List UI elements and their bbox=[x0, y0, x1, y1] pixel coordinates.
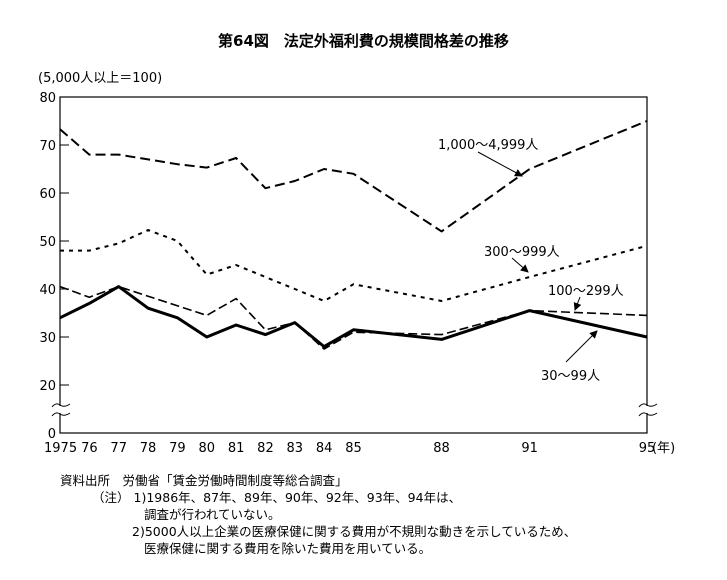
y-tick-label: 60 bbox=[39, 187, 56, 202]
x-tick-label: 76 bbox=[81, 441, 98, 456]
note-2: 2)5000人以上企業の医療保健に関する費用が不規則な動きを示しているため、 bbox=[132, 524, 577, 539]
annotation-arrow bbox=[565, 330, 598, 363]
series-label: 1,000～4,999人 bbox=[438, 138, 538, 153]
note-1: 1)1986年、87年、89年、90年、92年、93年、94年は、 bbox=[133, 490, 462, 505]
x-tick-label: 82 bbox=[257, 441, 274, 456]
y-tick-label: 70 bbox=[39, 139, 56, 154]
axis-break-mark bbox=[638, 403, 658, 408]
note-label: （注） bbox=[92, 490, 130, 505]
source-note: 資料出所 労働省「賃金労働時間制度等総合調査」 bbox=[60, 473, 348, 488]
x-tick-label: 80 bbox=[198, 441, 215, 456]
note-1-cont: 調査が行われていない。 bbox=[144, 507, 281, 522]
x-tick-label: 88 bbox=[433, 441, 450, 456]
series-label: 300～999人 bbox=[484, 245, 560, 260]
x-tick-label: 1975 bbox=[44, 441, 77, 456]
x-tick-label: 77 bbox=[110, 441, 127, 456]
note-2-cont: 医療保健に関する費用を除いた費用を用いている。 bbox=[144, 541, 432, 556]
axis-break-gap bbox=[645, 406, 649, 413]
series-label: 30～99人 bbox=[541, 369, 600, 384]
annotation-arrow bbox=[477, 151, 523, 177]
x-tick-label: 83 bbox=[287, 441, 304, 456]
x-tick-label: 84 bbox=[316, 441, 333, 456]
y-tick-label: 50 bbox=[39, 235, 56, 250]
series-line-2 bbox=[59, 285, 648, 350]
axis-break-gap bbox=[58, 406, 62, 413]
annotation-arrow bbox=[511, 257, 529, 273]
axis-break-mark bbox=[51, 412, 71, 417]
y-tick-label: 20 bbox=[39, 379, 56, 394]
y-tick-label: 80 bbox=[39, 91, 56, 106]
y-tick-label: 30 bbox=[39, 331, 56, 346]
x-tick-label: 81 bbox=[228, 441, 245, 456]
annotation-arrow bbox=[573, 296, 582, 311]
y-axis-label: (5,000人以上＝100) bbox=[38, 71, 162, 86]
x-tick-label: 78 bbox=[140, 441, 157, 456]
x-axis-label: (年) bbox=[652, 441, 675, 456]
axis-break-mark bbox=[638, 412, 658, 417]
series-line-3 bbox=[59, 285, 648, 349]
x-tick-label: 79 bbox=[169, 441, 186, 456]
axis-break-mark bbox=[51, 403, 71, 408]
x-tick-label: 85 bbox=[345, 441, 362, 456]
plot-frame bbox=[59, 96, 648, 434]
series-line-1 bbox=[60, 229, 648, 302]
x-tick-label: 95 bbox=[639, 441, 656, 456]
y-tick-label: 0 bbox=[48, 427, 56, 442]
y-tick-label: 40 bbox=[39, 283, 56, 298]
series-label: 100～299人 bbox=[548, 284, 624, 299]
series-line-0 bbox=[59, 120, 648, 233]
footnotes: 資料出所 労働省「賃金労働時間制度等総合調査」 （注） 1)1986年、87年、… bbox=[60, 472, 576, 557]
chart-title: 第64図 法定外福利費の規模間格差の推移 bbox=[218, 32, 509, 50]
x-tick-label: 91 bbox=[521, 441, 538, 456]
